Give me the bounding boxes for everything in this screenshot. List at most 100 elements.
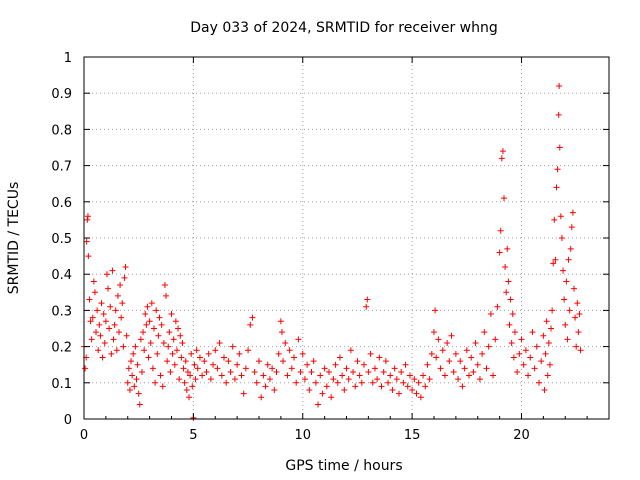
data-point xyxy=(203,368,210,375)
data-point xyxy=(238,372,245,379)
data-point xyxy=(502,263,509,270)
data-point xyxy=(522,347,529,354)
data-point xyxy=(550,260,557,267)
data-point xyxy=(83,238,90,245)
data-point xyxy=(572,314,579,321)
data-point xyxy=(191,361,198,368)
data-point xyxy=(137,336,144,343)
x-axis-label: GPS time / hours xyxy=(285,458,402,474)
data-point xyxy=(111,321,118,328)
data-point xyxy=(527,354,534,361)
data-point xyxy=(376,354,383,361)
data-point xyxy=(91,289,98,296)
data-point xyxy=(277,318,284,325)
data-point xyxy=(122,263,129,270)
data-point xyxy=(157,372,164,379)
data-point xyxy=(560,267,567,274)
data-point xyxy=(538,358,545,365)
y-tick-label: 0.8 xyxy=(51,123,72,138)
data-point xyxy=(365,368,372,375)
data-point xyxy=(183,387,190,394)
data-point xyxy=(426,376,433,383)
data-point xyxy=(148,300,155,307)
data-point xyxy=(505,278,512,285)
data-point xyxy=(556,144,563,151)
data-point xyxy=(180,365,187,372)
data-point xyxy=(193,347,200,354)
data-point xyxy=(134,361,141,368)
data-point xyxy=(323,383,330,390)
tick-labels: 0 5 10 15 20 0 0.1 0.2 0.3 0.4 0.5 0.6 0.7 0.8 0.9 1 xyxy=(51,51,529,443)
y-tick-label: 0.7 xyxy=(51,160,72,175)
data-point xyxy=(308,368,315,375)
data-point xyxy=(94,307,101,314)
data-point xyxy=(415,379,422,386)
data-point xyxy=(89,314,96,321)
data-point xyxy=(391,365,398,372)
data-point xyxy=(90,278,97,285)
data-point xyxy=(312,379,319,386)
data-point xyxy=(126,387,133,394)
data-point xyxy=(371,365,378,372)
data-point xyxy=(207,376,214,383)
data-point xyxy=(273,368,280,375)
data-point xyxy=(280,358,287,365)
data-point xyxy=(533,343,540,350)
data-point xyxy=(330,376,337,383)
data-point xyxy=(487,311,494,318)
data-point xyxy=(548,325,555,332)
data-point xyxy=(577,347,584,354)
data-point xyxy=(144,303,151,310)
data-point xyxy=(422,383,429,390)
data-point xyxy=(424,361,431,368)
data-point xyxy=(284,372,291,379)
data-point xyxy=(542,350,549,357)
data-point xyxy=(347,347,354,354)
data-point xyxy=(166,329,173,336)
data-point xyxy=(168,311,175,318)
data-point xyxy=(271,387,278,394)
data-point xyxy=(536,379,542,386)
data-point xyxy=(553,184,560,191)
data-point xyxy=(352,383,359,390)
data-point xyxy=(133,376,140,383)
data-point xyxy=(378,383,385,390)
data-point xyxy=(545,339,552,346)
data-point xyxy=(518,336,525,343)
data-point xyxy=(218,372,225,379)
data-point xyxy=(93,329,100,336)
data-point xyxy=(569,209,576,216)
data-point xyxy=(154,350,161,357)
data-point xyxy=(435,336,442,343)
data-point xyxy=(258,394,265,401)
data-point xyxy=(163,292,170,299)
data-point xyxy=(251,368,258,375)
data-point xyxy=(494,303,501,310)
data-point xyxy=(223,379,230,386)
data-point xyxy=(511,329,518,336)
data-point xyxy=(555,111,562,118)
data-point xyxy=(472,339,479,346)
data-point xyxy=(210,361,217,368)
data-point xyxy=(457,358,464,365)
data-point xyxy=(106,325,113,332)
data-point xyxy=(501,195,507,202)
data-point xyxy=(165,343,172,350)
data-point xyxy=(506,321,513,328)
chart-title: Day 033 of 2024, SRMTID for receiver whn… xyxy=(190,20,498,36)
data-point xyxy=(178,354,185,361)
data-point xyxy=(481,329,488,336)
data-point xyxy=(437,365,444,372)
data-point xyxy=(341,387,348,394)
data-point xyxy=(119,300,126,307)
data-point xyxy=(278,329,285,336)
data-point xyxy=(398,368,405,375)
data-point xyxy=(116,329,122,336)
data-point xyxy=(82,365,89,372)
data-point xyxy=(433,354,440,361)
data-point xyxy=(87,318,94,325)
data-point xyxy=(117,282,124,289)
data-point xyxy=(364,296,371,303)
data-point xyxy=(576,311,583,318)
data-point xyxy=(417,394,424,401)
